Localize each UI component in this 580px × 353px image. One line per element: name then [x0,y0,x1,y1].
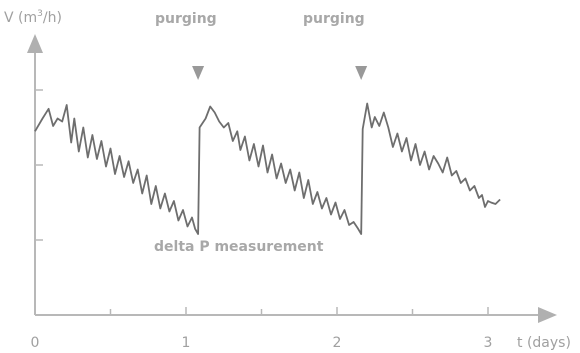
annotation-purging-2: purging [303,11,365,27]
y-axis-title-suffix: /h) [43,10,62,26]
y-axis-title: V (m3/h) [4,9,62,26]
x-tick-label-0: 0 [31,335,40,351]
y-axis-title-superscript: 3 [37,9,43,19]
x-tick-labels: 0 1 2 3 [31,335,493,351]
x-axis-arrow-icon [538,307,557,323]
purging-marker-1-icon [355,66,368,80]
x-tick-label-1: 1 [182,335,191,351]
annotation-purging-1: purging [155,11,217,27]
x-axis-title: t (days) [517,335,571,351]
purging-marker-0-icon [192,66,205,80]
series-lines [34,102,501,235]
y-tick-marks [35,89,43,241]
annotation-delta-p: delta P measurement [154,239,324,255]
y-axis-title-prefix: V (m [4,10,37,26]
x-tick-label-3: 3 [484,335,493,351]
purging-markers [192,66,368,80]
flow-series-0 [34,102,501,235]
y-axis-arrow-icon [27,34,43,53]
x-tick-label-2: 2 [333,335,342,351]
x-tick-marks [109,307,489,315]
